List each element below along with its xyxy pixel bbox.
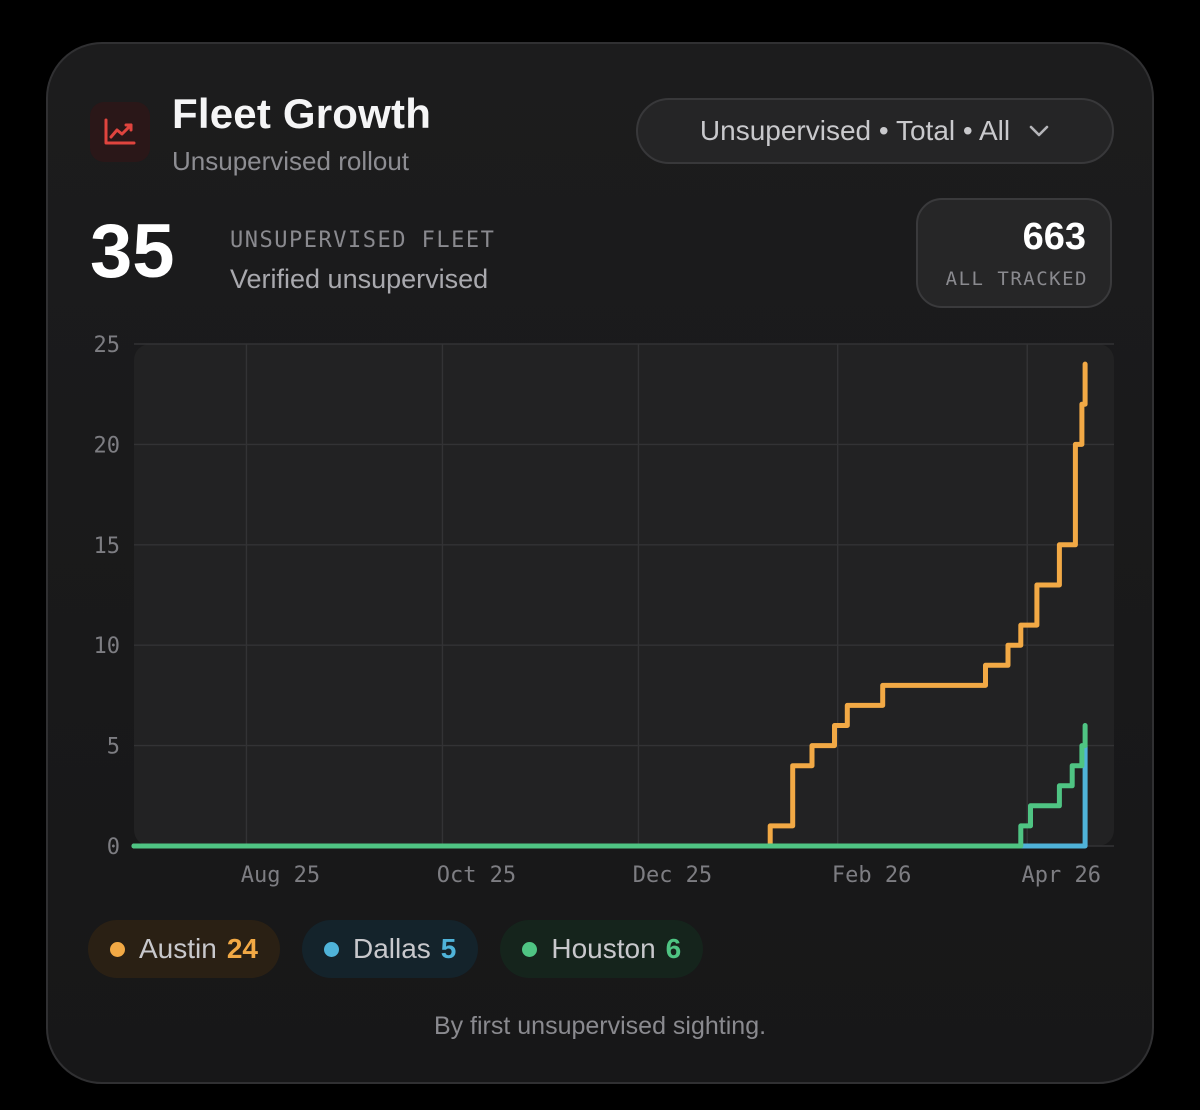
all-tracked-badge: 663 ALL TRACKED — [916, 198, 1112, 308]
card-title: Fleet Growth — [172, 90, 432, 137]
x-tick-label: Aug 25 — [241, 863, 320, 888]
x-tick-label: Apr 26 — [1022, 863, 1101, 888]
filter-dropdown-label: Unsupervised • Total • All — [699, 115, 1011, 146]
all-tracked-count: 663 — [1022, 216, 1086, 258]
y-tick-label: 0 — [107, 835, 120, 860]
legend: Austin 24 Dallas 5 Houston 6 — [88, 920, 704, 978]
plot-area — [134, 344, 1114, 846]
legend-item-austin[interactable]: Austin 24 — [88, 920, 280, 978]
legend-count-dallas: 5 — [440, 933, 457, 964]
y-tick-label: 5 — [107, 735, 120, 760]
series-line-houston — [131, 723, 1088, 849]
y-tick-label: 25 — [94, 333, 121, 358]
legend-label-houston: Houston — [551, 933, 656, 964]
trend-chart-icon — [90, 102, 150, 162]
filter-dropdown[interactable]: Unsupervised • Total • All — [636, 98, 1114, 164]
unsupervised-fleet-count: 35 — [90, 209, 175, 294]
y-tick-label: 15 — [94, 534, 121, 559]
legend-dot-houston — [522, 941, 538, 957]
legend-item-houston[interactable]: Houston 6 — [500, 920, 704, 978]
x-tick-label: Dec 25 — [633, 863, 712, 888]
unsupervised-fleet-sublabel: Verified unsupervised — [230, 264, 489, 294]
series-line-austin — [131, 361, 1088, 849]
legend-dot-austin — [110, 941, 125, 957]
all-tracked-label: ALL TRACKED — [945, 268, 1088, 290]
legend-count-austin: 24 — [226, 933, 258, 964]
legend-label-austin: Austin — [139, 933, 217, 964]
trend-chart-icon-glyph — [104, 118, 136, 145]
legend-dot-dallas — [323, 941, 339, 957]
fleet-growth-card: Fleet Growth Unsupervised rollout Unsupe… — [46, 42, 1154, 1084]
y-tick-label: 20 — [94, 433, 121, 458]
legend-item-dallas[interactable]: Dallas 5 — [301, 920, 479, 978]
y-tick-label: 10 — [94, 634, 121, 659]
fleet-growth-chart: 0 5 10 15 20 25 Aug 25 Oct 25 Dec 25 Feb 26 Apr 26 — [94, 333, 1114, 888]
chart-footnote: By first unsupervised sighting. — [433, 1012, 767, 1040]
x-tick-label: Feb 26 — [832, 863, 911, 888]
legend-count-houston: 6 — [665, 933, 682, 964]
unsupervised-fleet-label: UNSUPERVISED FLEET — [230, 228, 496, 253]
chevron-down-icon — [1029, 125, 1049, 137]
card-subtitle: Unsupervised rollout — [172, 146, 410, 176]
x-tick-label: Oct 25 — [437, 863, 516, 888]
legend-label-dallas: Dallas — [352, 933, 431, 964]
